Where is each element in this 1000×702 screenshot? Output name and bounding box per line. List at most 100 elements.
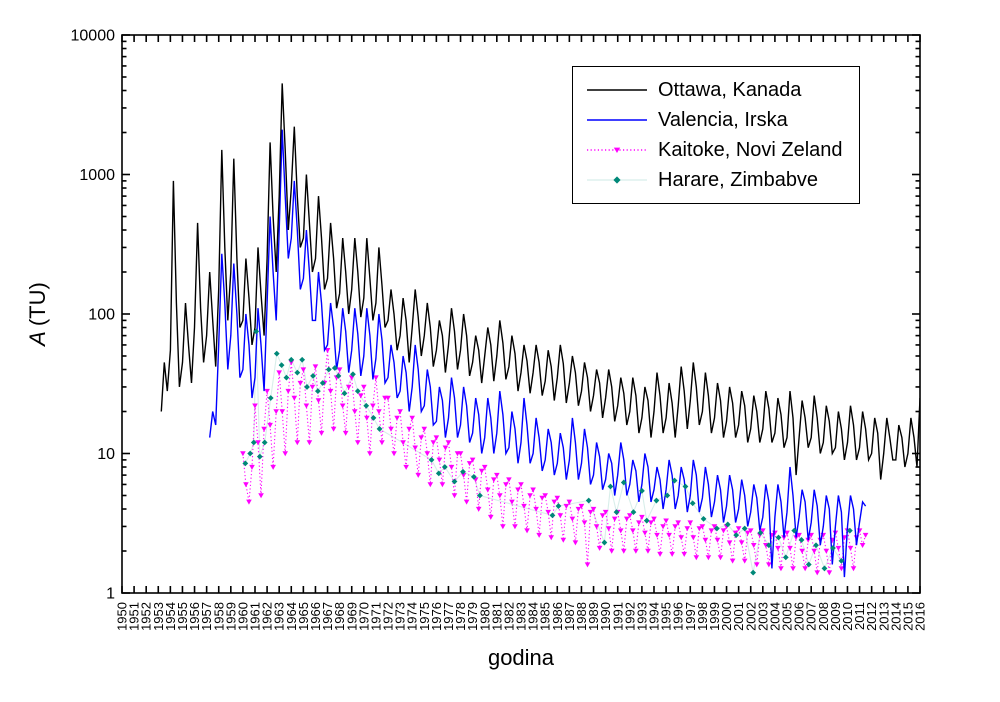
x-tick-label-1956: 1956 <box>187 602 202 631</box>
x-tick-label-1962: 1962 <box>260 602 275 631</box>
x-tick-label-1955: 1955 <box>175 602 190 631</box>
x-tick-label-1969: 1969 <box>344 602 359 631</box>
x-tick-label-1998: 1998 <box>695 602 710 631</box>
y-tick-label-1: 1 <box>106 586 115 603</box>
y-tick-label-10000: 10000 <box>71 28 116 45</box>
legend-label-kaitoke: Kaitoke, Novi Zeland <box>658 138 843 161</box>
x-tick-label-1987: 1987 <box>562 602 577 631</box>
legend-sample-valencia <box>587 119 647 121</box>
x-tick-label-1993: 1993 <box>634 602 649 631</box>
y-tick-label-100: 100 <box>88 307 115 324</box>
x-tick-label-1997: 1997 <box>683 602 698 631</box>
series-layer <box>160 83 920 578</box>
plot-frame <box>121 34 921 594</box>
x-tick-label-1966: 1966 <box>308 602 323 631</box>
legend-sample-ottawa <box>587 89 647 91</box>
legend-label-valencia: Valencia, Irska <box>658 108 788 131</box>
x-tick-label-2014: 2014 <box>888 602 903 631</box>
x-tick-label-1959: 1959 <box>223 602 238 631</box>
legend-box: Ottawa, Kanada Valencia, Irska Kaitoke, No… <box>572 66 860 204</box>
legend-sample-kaitoke <box>587 147 647 153</box>
x-tick-label-2016: 2016 <box>913 602 928 631</box>
x-tick-label-1978: 1978 <box>453 602 468 631</box>
x-tick-label-1999: 1999 <box>707 602 722 631</box>
x-tick-label-1995: 1995 <box>659 602 674 631</box>
x-tick-label-1968: 1968 <box>332 602 347 631</box>
series-markers-harare <box>242 328 853 576</box>
x-tick-label-2007: 2007 <box>804 602 819 631</box>
tick-labels: 1950195119521953195419551956195719581959… <box>71 28 928 631</box>
legend-sample-harare <box>587 176 647 184</box>
x-tick-label-1984: 1984 <box>526 602 541 631</box>
x-tick-label-2002: 2002 <box>743 602 758 631</box>
x-tick-label-1974: 1974 <box>405 602 420 631</box>
x-tick-label-2000: 2000 <box>719 602 734 631</box>
x-tick-label-1963: 1963 <box>272 602 287 631</box>
x-tick-label-1954: 1954 <box>163 602 178 631</box>
x-tick-label-1985: 1985 <box>538 602 553 631</box>
legend-item-ottawa: Ottawa, Kanada <box>585 75 843 105</box>
x-tick-label-1973: 1973 <box>393 602 408 631</box>
x-tick-label-1996: 1996 <box>671 602 686 631</box>
x-tick-label-2004: 2004 <box>767 602 782 631</box>
diamond-marker-icon <box>613 176 621 184</box>
legend-item-harare: Harare, Zimbabve <box>585 165 843 195</box>
x-tick-label-1992: 1992 <box>622 602 637 631</box>
series-line-kaitoke <box>242 350 867 573</box>
x-tick-label-1958: 1958 <box>211 602 226 631</box>
x-tick-label-2006: 2006 <box>792 602 807 631</box>
x-tick-label-1950: 1950 <box>115 602 130 631</box>
x-tick-label-2015: 2015 <box>900 602 915 631</box>
series-line-ottawa <box>160 83 920 480</box>
x-tick-label-1976: 1976 <box>429 602 444 631</box>
x-tick-label-2001: 2001 <box>731 602 746 631</box>
x-tick-label-1991: 1991 <box>610 602 625 631</box>
x-tick-label-1980: 1980 <box>477 602 492 631</box>
x-tick-label-1975: 1975 <box>417 602 432 631</box>
legend-label-ottawa: Ottawa, Kanada <box>658 78 802 101</box>
series-line-harare <box>244 331 851 573</box>
x-tick-label-1972: 1972 <box>381 602 396 631</box>
x-tick-label-2012: 2012 <box>864 602 879 631</box>
x-tick-label-1989: 1989 <box>586 602 601 631</box>
y-axis-title-symbol: A <box>25 331 50 346</box>
x-tick-label-1961: 1961 <box>248 602 263 631</box>
triangle-down-marker-icon <box>613 147 621 153</box>
x-tick-label-2013: 2013 <box>876 602 891 631</box>
x-tick-label-2009: 2009 <box>828 602 843 631</box>
y-tick-label-1000: 1000 <box>79 167 115 184</box>
x-tick-label-1953: 1953 <box>151 602 166 631</box>
legend-item-valencia: Valencia, Irska <box>585 105 843 135</box>
y-tick-label-10: 10 <box>97 446 115 463</box>
x-tick-label-1994: 1994 <box>647 602 662 631</box>
x-tick-label-1965: 1965 <box>296 602 311 631</box>
x-tick-label-1970: 1970 <box>356 602 371 631</box>
axis-ticks <box>121 34 921 594</box>
x-tick-label-1957: 1957 <box>199 602 214 631</box>
x-tick-label-1977: 1977 <box>441 602 456 631</box>
legend-label-harare: Harare, Zimbabve <box>658 168 819 191</box>
x-tick-label-1952: 1952 <box>139 602 154 631</box>
y-axis-title: A (TU) <box>25 282 51 346</box>
x-tick-label-2011: 2011 <box>852 602 867 630</box>
y-axis-title-unit: (TU) <box>25 282 50 327</box>
series-line-valencia <box>209 129 867 578</box>
x-tick-label-1967: 1967 <box>320 602 335 631</box>
x-tick-label-1983: 1983 <box>514 602 529 631</box>
x-axis-title: godina <box>487 645 555 670</box>
x-tick-label-1971: 1971 <box>368 602 383 631</box>
x-tick-label-1986: 1986 <box>550 602 565 631</box>
x-tick-label-2005: 2005 <box>780 602 795 631</box>
x-tick-label-1951: 1951 <box>127 602 142 631</box>
x-tick-label-1960: 1960 <box>235 602 250 631</box>
x-tick-label-1990: 1990 <box>598 602 613 631</box>
x-tick-label-2008: 2008 <box>816 602 831 631</box>
legend-item-kaitoke: Kaitoke, Novi Zeland <box>585 135 843 165</box>
x-tick-label-1964: 1964 <box>284 602 299 631</box>
x-tick-label-1982: 1982 <box>501 602 516 631</box>
x-tick-label-1979: 1979 <box>465 602 480 631</box>
series-markers-kaitoke <box>240 348 869 576</box>
x-tick-label-2010: 2010 <box>840 602 855 631</box>
